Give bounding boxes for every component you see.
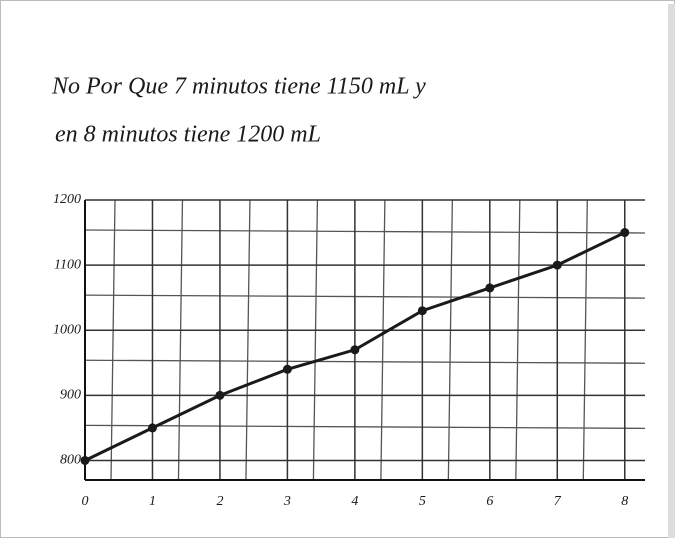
y-tick-label: 1000	[53, 322, 81, 337]
sketch-line	[245, 199, 251, 481]
data-point	[282, 364, 292, 374]
sketch-line	[447, 199, 453, 481]
data-point	[80, 455, 90, 465]
data-point	[417, 306, 427, 316]
x-tick-label: 2	[216, 494, 223, 509]
annotation: No Por Que 7 minutos tiene 1150 mL y	[51, 74, 426, 100]
x-tick-label: 8	[621, 494, 628, 509]
sketch-line	[380, 199, 386, 481]
data-point	[147, 423, 157, 433]
sketch-line	[312, 199, 319, 481]
data-point	[485, 283, 495, 293]
annotation: en 8 minutos tiene 1200 mL	[55, 122, 321, 148]
x-tick-label: 5	[419, 494, 426, 509]
x-tick-label: 0	[82, 494, 89, 509]
x-tick-label: 3	[283, 494, 291, 509]
y-tick-label: 800	[60, 453, 81, 468]
y-tick-label: 1200	[53, 192, 81, 207]
data-point	[215, 390, 225, 400]
sketch-line	[84, 424, 646, 429]
x-tick-label: 6	[486, 494, 493, 509]
sketch-line	[582, 199, 588, 481]
sketch-line	[177, 199, 184, 481]
data-point	[552, 260, 562, 270]
y-tick-label: 900	[60, 388, 81, 403]
data-point	[620, 228, 630, 238]
sketch-line	[84, 229, 646, 234]
x-tick-label: 4	[351, 494, 358, 509]
data-point	[350, 345, 360, 355]
sketch-line	[84, 359, 646, 364]
y-tick-label: 1100	[54, 257, 81, 272]
x-tick-label: 1	[149, 494, 156, 509]
x-tick-label: 7	[554, 494, 562, 509]
shadow	[668, 4, 675, 538]
sketch-line	[515, 199, 521, 481]
sketch-line	[110, 199, 116, 481]
sketch-line	[84, 294, 646, 299]
